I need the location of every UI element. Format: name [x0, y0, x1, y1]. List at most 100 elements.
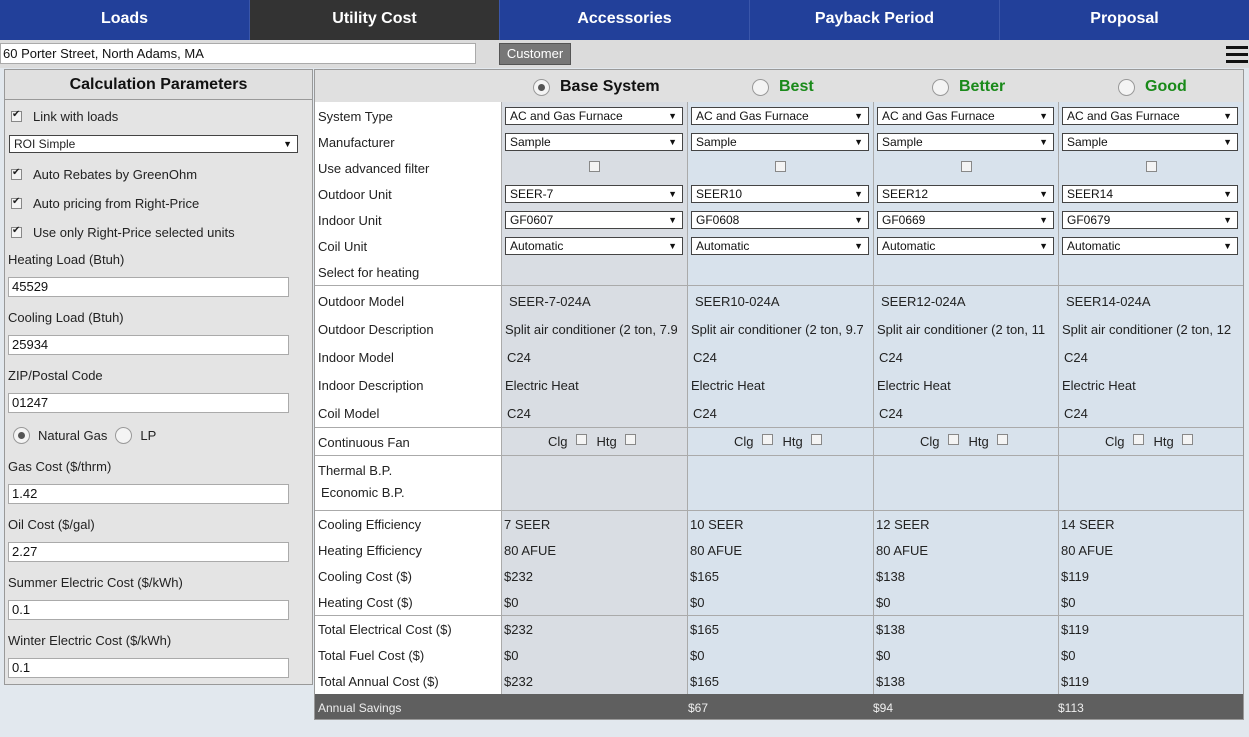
- indoor-unit-select[interactable]: GF0679 ▼: [1062, 211, 1238, 229]
- total-electrical-value: $165: [690, 622, 719, 637]
- column-header-best[interactable]: Best: [752, 74, 814, 100]
- indoor-description-value: Electric Heat: [691, 378, 765, 393]
- fan-clg-checkbox[interactable]: [1132, 434, 1144, 445]
- manufacturer-select[interactable]: Sample ▼: [691, 133, 869, 151]
- annual-savings-value: $67: [688, 701, 709, 715]
- system-type-select[interactable]: AC and Gas Furnace ▼: [691, 107, 869, 125]
- better-radio[interactable]: [932, 78, 949, 96]
- heating-cost-value: $0: [504, 595, 519, 610]
- outdoor-unit-select-value: SEER10: [696, 187, 743, 201]
- advanced-filter-checkbox[interactable]: [589, 161, 600, 172]
- auto-rebates-checkbox[interactable]: Auto Rebates by GreenOhm: [11, 167, 197, 182]
- fan-htg-checkbox[interactable]: [1181, 434, 1193, 445]
- oil-cost-input[interactable]: 2.27: [8, 542, 289, 562]
- outdoor-unit-select[interactable]: SEER12 ▼: [877, 185, 1054, 203]
- advanced-filter-checkbox[interactable]: [1146, 161, 1157, 172]
- auto-pricing-checkbox[interactable]: Auto pricing from Right-Price: [11, 196, 199, 211]
- row-label-column: [315, 102, 501, 694]
- use-right-price-checkbox[interactable]: Use only Right-Price selected units: [11, 225, 235, 240]
- winter-electric-label: Winter Electric Cost ($/kWh): [8, 633, 172, 648]
- column-header-better[interactable]: Better: [932, 74, 1005, 100]
- address-input[interactable]: [0, 43, 476, 64]
- roi-method-select[interactable]: ROI Simple ▼: [9, 135, 298, 153]
- coil-unit-select-value: Automatic: [1067, 239, 1121, 253]
- checkbox-icon[interactable]: [11, 109, 22, 122]
- base-system-radio[interactable]: [533, 78, 550, 96]
- customer-button[interactable]: Customer: [499, 43, 571, 65]
- tab-utility-cost[interactable]: Utility Cost: [250, 0, 500, 40]
- system-type-select[interactable]: AC and Gas Furnace ▼: [505, 107, 683, 125]
- manufacturer-select[interactable]: Sample ▼: [505, 133, 683, 151]
- natural-gas-radio[interactable]: [13, 427, 30, 444]
- coil-unit-select[interactable]: Automatic ▼: [505, 237, 683, 255]
- summer-electric-label: Summer Electric Cost ($/kWh): [8, 575, 183, 590]
- coil-unit-select[interactable]: Automatic ▼: [1062, 237, 1238, 255]
- system-type-select[interactable]: AC and Gas Furnace ▼: [1062, 107, 1238, 125]
- outdoor-description-value: Split air conditioner (2 ton, 9.7: [691, 322, 863, 337]
- winter-electric-input[interactable]: 0.1: [8, 658, 289, 678]
- zip-label: ZIP/Postal Code: [8, 368, 103, 383]
- summer-electric-input[interactable]: 0.1: [8, 600, 289, 620]
- total-fuel-value: $0: [1061, 648, 1076, 663]
- annual-savings-label: Annual Savings: [318, 701, 402, 715]
- tab-payback-period[interactable]: Payback Period: [750, 0, 1000, 40]
- gas-cost-input[interactable]: 1.42: [8, 484, 289, 504]
- annual-savings-bar: Annual Savings $67 $94 $113: [315, 694, 1243, 719]
- system-type-select[interactable]: AC and Gas Furnace ▼: [877, 107, 1054, 125]
- coil-unit-select[interactable]: Automatic ▼: [877, 237, 1054, 255]
- continuous-fan-group: Clg Htg: [920, 434, 1008, 449]
- zip-input[interactable]: 01247: [8, 393, 289, 413]
- checkbox-icon[interactable]: [11, 225, 22, 238]
- advanced-filter-checkbox[interactable]: [961, 161, 972, 172]
- system-comparison-table: Base System Best Better Good System Type…: [314, 69, 1244, 720]
- cooling-load-input[interactable]: 25934: [8, 335, 289, 355]
- tab-accessories[interactable]: Accessories: [500, 0, 750, 40]
- fan-htg-checkbox[interactable]: [810, 434, 822, 445]
- dropdown-arrow-icon: ▼: [854, 215, 863, 225]
- best-label: Best: [779, 78, 814, 95]
- row-label-total-fuel: Total Fuel Cost ($): [318, 648, 425, 663]
- outdoor-unit-select[interactable]: SEER14 ▼: [1062, 185, 1238, 203]
- link-with-loads-checkbox[interactable]: Link with loads: [11, 109, 118, 124]
- cooling-load-label: Cooling Load (Btuh): [8, 310, 124, 325]
- tab-loads[interactable]: Loads: [0, 0, 250, 40]
- manufacturer-select[interactable]: Sample ▼: [1062, 133, 1238, 151]
- fan-clg-checkbox[interactable]: [947, 434, 959, 445]
- heating-load-input[interactable]: 45529: [8, 277, 289, 297]
- cooling-cost-value: $165: [690, 569, 719, 584]
- checkbox-icon[interactable]: [11, 167, 22, 180]
- indoor-unit-select[interactable]: GF0607 ▼: [505, 211, 683, 229]
- lp-radio[interactable]: [115, 427, 133, 444]
- outdoor-unit-select[interactable]: SEER-7 ▼: [505, 185, 683, 203]
- section-divider: [315, 455, 1243, 456]
- indoor-model-value: C24: [1064, 350, 1088, 365]
- indoor-unit-select-value: GF0607: [510, 213, 554, 227]
- column-header-base-system[interactable]: Base System: [533, 74, 660, 100]
- tab-proposal[interactable]: Proposal: [1090, 10, 1159, 27]
- coil-unit-select[interactable]: Automatic ▼: [691, 237, 869, 255]
- advanced-filter-checkbox[interactable]: [775, 161, 786, 172]
- heating-efficiency-value: 80 AFUE: [876, 543, 929, 558]
- fuel-type-group: Natural Gas LP: [13, 427, 156, 444]
- fan-htg-checkbox[interactable]: [996, 434, 1008, 445]
- indoor-unit-select[interactable]: GF0669 ▼: [877, 211, 1054, 229]
- fan-htg-label: Htg: [782, 434, 803, 449]
- heating-cost-value: $0: [690, 595, 705, 610]
- annual-savings-value: $113: [1058, 701, 1084, 715]
- continuous-fan-group: Clg Htg: [734, 434, 822, 449]
- fan-clg-checkbox[interactable]: [761, 434, 773, 445]
- fan-clg-checkbox[interactable]: [575, 434, 587, 445]
- row-label-thermal-bp: Thermal B.P.: [318, 463, 393, 478]
- outdoor-unit-select-value: SEER-7: [510, 187, 554, 201]
- dropdown-arrow-icon: ▼: [854, 111, 863, 121]
- fan-clg-label: Clg: [734, 434, 754, 449]
- column-header-good[interactable]: Good: [1118, 74, 1187, 100]
- outdoor-unit-select[interactable]: SEER10 ▼: [691, 185, 869, 203]
- checkbox-icon[interactable]: [11, 196, 22, 209]
- best-radio[interactable]: [752, 78, 769, 96]
- hamburger-menu-icon[interactable]: [1226, 46, 1248, 64]
- good-radio[interactable]: [1118, 78, 1135, 96]
- manufacturer-select[interactable]: Sample ▼: [877, 133, 1054, 151]
- indoor-unit-select[interactable]: GF0608 ▼: [691, 211, 869, 229]
- fan-htg-checkbox[interactable]: [624, 434, 636, 445]
